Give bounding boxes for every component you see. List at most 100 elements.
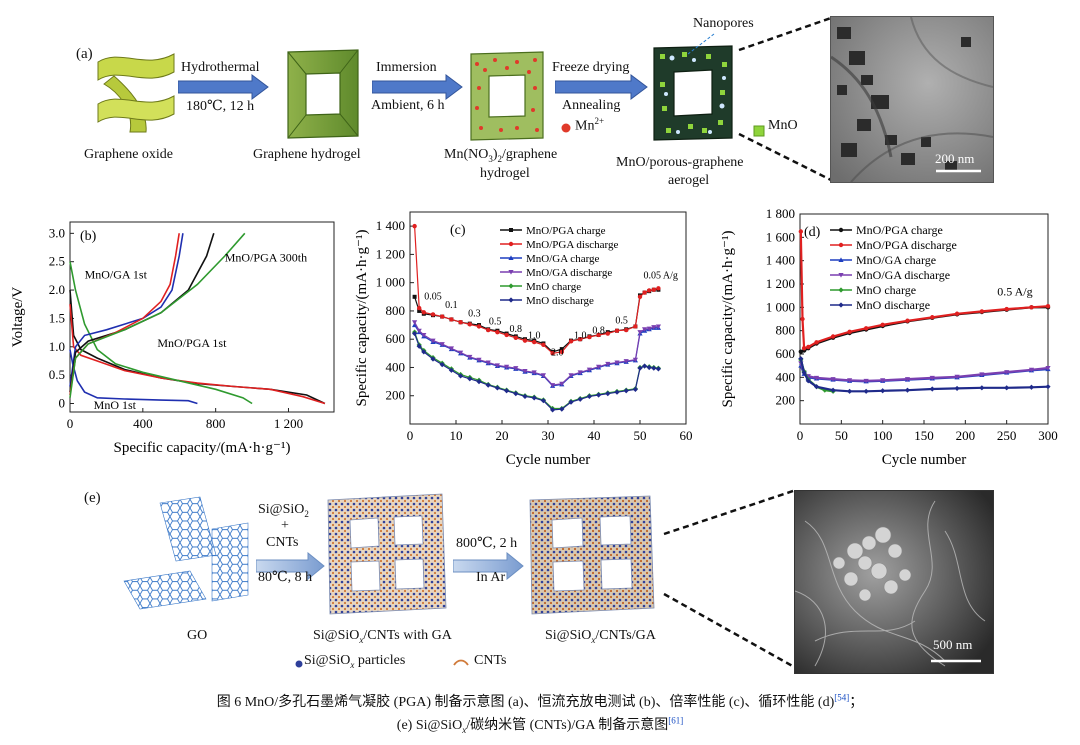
y-tick-label: 600 bbox=[776, 346, 796, 361]
x-tick-label: 300 bbox=[1038, 428, 1058, 443]
rate-label: 2.0 bbox=[551, 347, 564, 358]
y-axis-label: Specific capacity/(mA·h·g⁻¹) bbox=[720, 231, 736, 408]
data-point bbox=[801, 345, 807, 351]
y-tick-label: 3.0 bbox=[49, 225, 65, 240]
y-tick-label: 200 bbox=[776, 393, 796, 408]
series-line bbox=[799, 362, 1049, 382]
plot-frame bbox=[69, 221, 335, 413]
data-point bbox=[522, 369, 528, 374]
legend-marker bbox=[508, 297, 514, 303]
data-point bbox=[623, 388, 629, 394]
y-tick-label: 1 200 bbox=[766, 276, 795, 291]
chart-c: 0 10 20 30 40 50 60 200 400 600 800 1 000 1 200 1 400… bbox=[354, 211, 693, 468]
y-tick-label: 600 bbox=[386, 331, 406, 346]
graphene-hydrogel-illustration bbox=[287, 49, 359, 139]
data-point bbox=[806, 344, 811, 350]
step3-top: Freeze drying bbox=[552, 60, 630, 75]
data-point bbox=[458, 350, 464, 356]
figure-caption-line2: (e) Si@SiOx/碳纳米管 (CNTs)/GA 制备示意图[61] bbox=[396, 715, 684, 735]
data-point bbox=[550, 383, 556, 388]
e-step2-line2: In Ar bbox=[476, 570, 506, 585]
legend-particles: Si@SiOx particles bbox=[304, 653, 406, 670]
panel-a-label: (a) bbox=[76, 46, 93, 62]
data-point bbox=[476, 379, 482, 385]
legend-marker bbox=[838, 302, 844, 308]
data-point bbox=[637, 294, 643, 299]
y-tick-label: 1.5 bbox=[49, 310, 65, 325]
annotation: MnO/PGA 300th bbox=[225, 251, 307, 265]
data-point bbox=[979, 309, 985, 314]
composite-ga-illustration bbox=[529, 495, 655, 615]
curve-3 bbox=[69, 261, 253, 405]
data-point bbox=[522, 393, 528, 400]
data-point bbox=[798, 349, 804, 354]
rate-label: 0.5 bbox=[489, 316, 502, 327]
data-point bbox=[513, 335, 518, 340]
data-point bbox=[540, 373, 546, 378]
data-point bbox=[632, 386, 638, 392]
legend-label: MnO/GA discharge bbox=[526, 267, 612, 279]
data-point bbox=[568, 373, 574, 378]
caption-mn-hydrogel-2: hydrogel bbox=[480, 166, 530, 181]
y-tick-label: 2.5 bbox=[49, 254, 65, 269]
legend-marker bbox=[508, 283, 514, 289]
data-point bbox=[614, 389, 620, 395]
legend-label: MnO charge bbox=[856, 283, 916, 297]
data-point bbox=[559, 349, 564, 355]
data-point bbox=[440, 314, 445, 319]
chart-b: 0 400 800 1 200 0 0.5 1.0 1.5 2.0 2.5 3.0 Specific … bbox=[10, 221, 335, 456]
y-tick-label: 400 bbox=[776, 369, 796, 384]
caption-graphene-oxide: Graphene oxide bbox=[84, 147, 174, 162]
y-tick-label: 800 bbox=[776, 323, 796, 338]
data-point bbox=[954, 385, 960, 392]
y-tick-label: 1 400 bbox=[376, 218, 405, 233]
x-tick-label: 10 bbox=[450, 428, 463, 443]
data-point bbox=[954, 374, 960, 380]
data-point bbox=[541, 342, 546, 348]
data-point bbox=[904, 387, 911, 393]
legend-marker bbox=[838, 287, 844, 293]
data-point bbox=[880, 378, 886, 383]
data-point bbox=[624, 327, 629, 333]
legend-marker bbox=[838, 257, 844, 262]
annotation: MnO/PGA 1st bbox=[157, 336, 227, 350]
cnt-icon bbox=[453, 659, 469, 666]
data-point bbox=[476, 357, 482, 363]
legend-label: MnO discharge bbox=[856, 298, 930, 312]
figure-caption-line1: 图 6 MnO/多孔石墨烯气凝胶 (PGA) 制备示意图 (a)、恒流充放电测试… bbox=[216, 692, 864, 710]
caption-aerogel-2: aerogel bbox=[668, 173, 710, 188]
legend-mn: Mn2+ bbox=[575, 116, 605, 134]
tem-scalebar: 200 nm bbox=[935, 151, 975, 166]
data-point bbox=[929, 386, 935, 392]
caption-composite-ga: Si@SiOx/CNTs with GA bbox=[313, 628, 452, 645]
legend-label: MnO/PGA discharge bbox=[526, 239, 618, 251]
legend-cnts: CNTs bbox=[474, 653, 507, 668]
data-point bbox=[448, 346, 454, 351]
step3-bottom: Annealing bbox=[562, 98, 621, 113]
panel-label: (c) bbox=[450, 223, 466, 238]
data-point bbox=[1045, 384, 1051, 390]
data-point bbox=[905, 318, 910, 323]
data-point bbox=[642, 327, 648, 332]
y-axis-label: Voltage/V bbox=[10, 287, 26, 348]
data-point bbox=[930, 315, 935, 320]
data-point bbox=[430, 356, 436, 362]
legend-label: MnO/PGA charge bbox=[526, 225, 606, 237]
data-point bbox=[531, 370, 537, 376]
legend-label: MnO/PGA charge bbox=[856, 223, 943, 237]
data-point bbox=[1029, 305, 1034, 310]
data-point bbox=[633, 324, 638, 329]
rate-label: 0.05 bbox=[424, 292, 442, 303]
data-point bbox=[830, 334, 836, 339]
legend-marker bbox=[508, 255, 514, 260]
rate-label: 1.0 bbox=[574, 330, 587, 341]
legend-label: MnO/GA charge bbox=[856, 253, 936, 267]
data-point bbox=[458, 320, 463, 325]
data-point bbox=[863, 326, 869, 331]
data-point bbox=[979, 385, 985, 391]
data-point bbox=[655, 366, 661, 372]
data-point bbox=[504, 332, 509, 338]
y-tick-label: 1 600 bbox=[766, 229, 795, 244]
data-point bbox=[614, 328, 620, 333]
